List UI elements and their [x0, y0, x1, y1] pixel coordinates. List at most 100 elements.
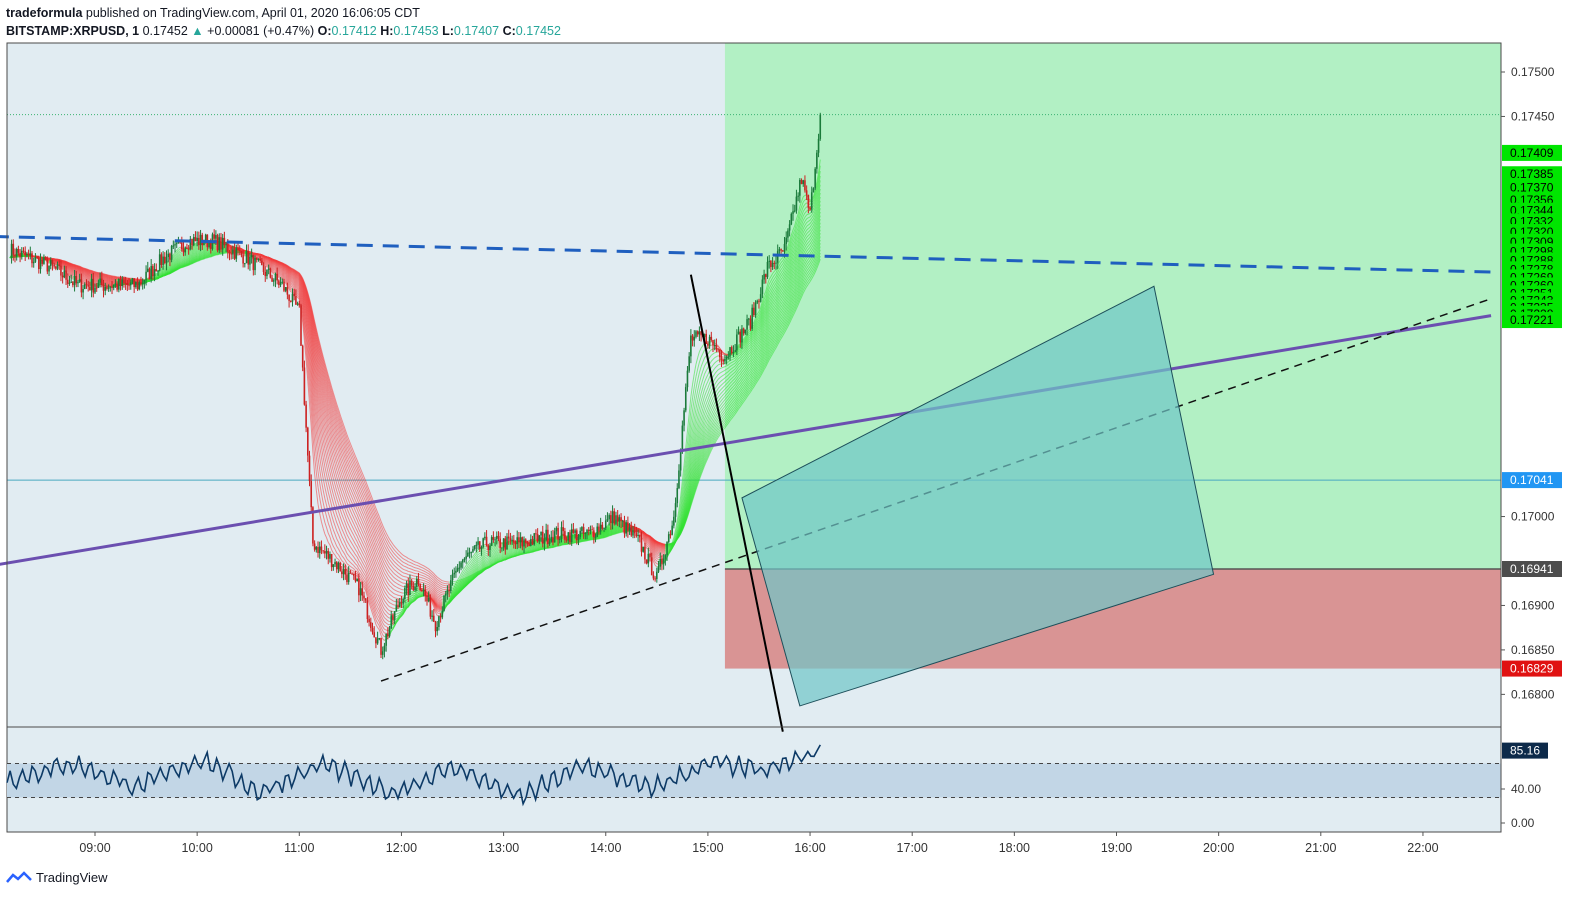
candle-body	[557, 527, 559, 540]
candle-body	[337, 562, 340, 570]
candle-body	[785, 237, 788, 244]
candle-body	[495, 535, 498, 540]
candle-body	[438, 616, 440, 627]
candle-body	[85, 284, 88, 286]
candle-body	[191, 239, 193, 246]
candle-body	[429, 597, 432, 617]
candle-body	[72, 281, 74, 286]
candle-body	[295, 296, 297, 305]
candle-body	[455, 570, 457, 573]
candle-body	[31, 253, 33, 264]
candle-body	[703, 333, 706, 338]
candle-body	[490, 537, 493, 546]
candle-body	[730, 347, 733, 354]
candle-body	[477, 541, 479, 545]
candle-body	[160, 254, 163, 265]
candle-body	[303, 367, 306, 405]
candle-body	[46, 259, 49, 272]
candle-body	[315, 547, 318, 550]
candle-body	[712, 339, 714, 346]
price-label: 0.16829	[1510, 662, 1554, 676]
candle-body	[787, 230, 789, 238]
time-tick-label: 22:00	[1407, 841, 1438, 855]
candle-body	[148, 268, 151, 280]
candle-body	[209, 241, 212, 249]
candle-body	[601, 524, 604, 529]
candle-body	[594, 536, 597, 538]
candle-body	[307, 427, 309, 456]
candle-body	[758, 300, 760, 302]
price-label: 0.17221	[1510, 313, 1554, 327]
candle-body	[289, 300, 292, 302]
candle-body	[558, 538, 561, 540]
candle-body	[461, 559, 464, 563]
candle-body	[352, 573, 355, 576]
candle-body	[296, 303, 299, 305]
candle-body	[221, 237, 224, 250]
price-label-box	[1502, 179, 1562, 196]
last-price: 0.17452	[142, 24, 188, 38]
candle-body	[111, 286, 113, 289]
candle-body	[698, 331, 701, 335]
candle-body	[589, 529, 592, 532]
rsi-line	[6, 744, 821, 807]
candle-body	[252, 255, 255, 271]
candle-body	[308, 455, 311, 482]
candle-body	[83, 284, 86, 290]
candle-body	[407, 583, 410, 596]
candle-body	[392, 615, 394, 621]
tradingview-brand[interactable]: TradingView	[36, 870, 108, 885]
candle-body	[773, 262, 776, 264]
candle-body	[603, 528, 605, 530]
price-label: 0.17041	[1510, 473, 1554, 487]
candle-body	[288, 294, 290, 301]
candle-body	[301, 345, 304, 368]
candle-body	[284, 287, 287, 291]
candle-body	[129, 282, 132, 286]
candle-body	[422, 589, 425, 592]
author-name[interactable]: tradeformula	[6, 6, 83, 20]
candle-body	[48, 265, 50, 272]
candle-body	[596, 526, 599, 537]
candle-body	[55, 266, 57, 269]
candle-body	[165, 257, 168, 264]
candle-body	[70, 281, 72, 283]
candle-body	[645, 559, 648, 564]
candle-body	[819, 114, 822, 139]
rsi-last-box	[1502, 742, 1548, 759]
candle-body	[519, 537, 522, 543]
candle-body	[732, 351, 735, 354]
candle-body	[514, 542, 517, 545]
candle-body	[487, 545, 490, 550]
candle-body	[419, 584, 421, 590]
chart-header: tradeformula published on TradingView.co…	[6, 4, 561, 40]
candle-body	[722, 359, 725, 362]
candle-body	[684, 387, 687, 411]
candle-body	[621, 520, 624, 522]
candle-body	[170, 246, 173, 260]
candle-body	[281, 281, 284, 283]
candle-body	[538, 535, 541, 542]
candle-body	[324, 551, 326, 554]
candle-body	[104, 286, 107, 291]
symbol-label[interactable]: BITSTAMP:XRPUSD, 1	[6, 24, 140, 38]
candle-body	[560, 527, 563, 539]
candle-body	[678, 470, 680, 489]
candle-body	[518, 537, 520, 543]
candle-body	[404, 588, 406, 600]
candle-body	[652, 575, 655, 579]
candle-body	[778, 249, 781, 251]
candle-body	[771, 262, 774, 267]
candle-body	[339, 562, 341, 572]
candle-body	[158, 254, 161, 271]
candle-body	[305, 404, 307, 428]
candle-body	[739, 331, 742, 343]
candle-body	[489, 545, 491, 550]
candle-body	[458, 567, 461, 569]
candle-body	[363, 595, 365, 599]
candle-body	[155, 269, 158, 272]
candle-body	[330, 554, 333, 568]
candle-body	[681, 425, 684, 452]
candle-body	[686, 370, 689, 388]
